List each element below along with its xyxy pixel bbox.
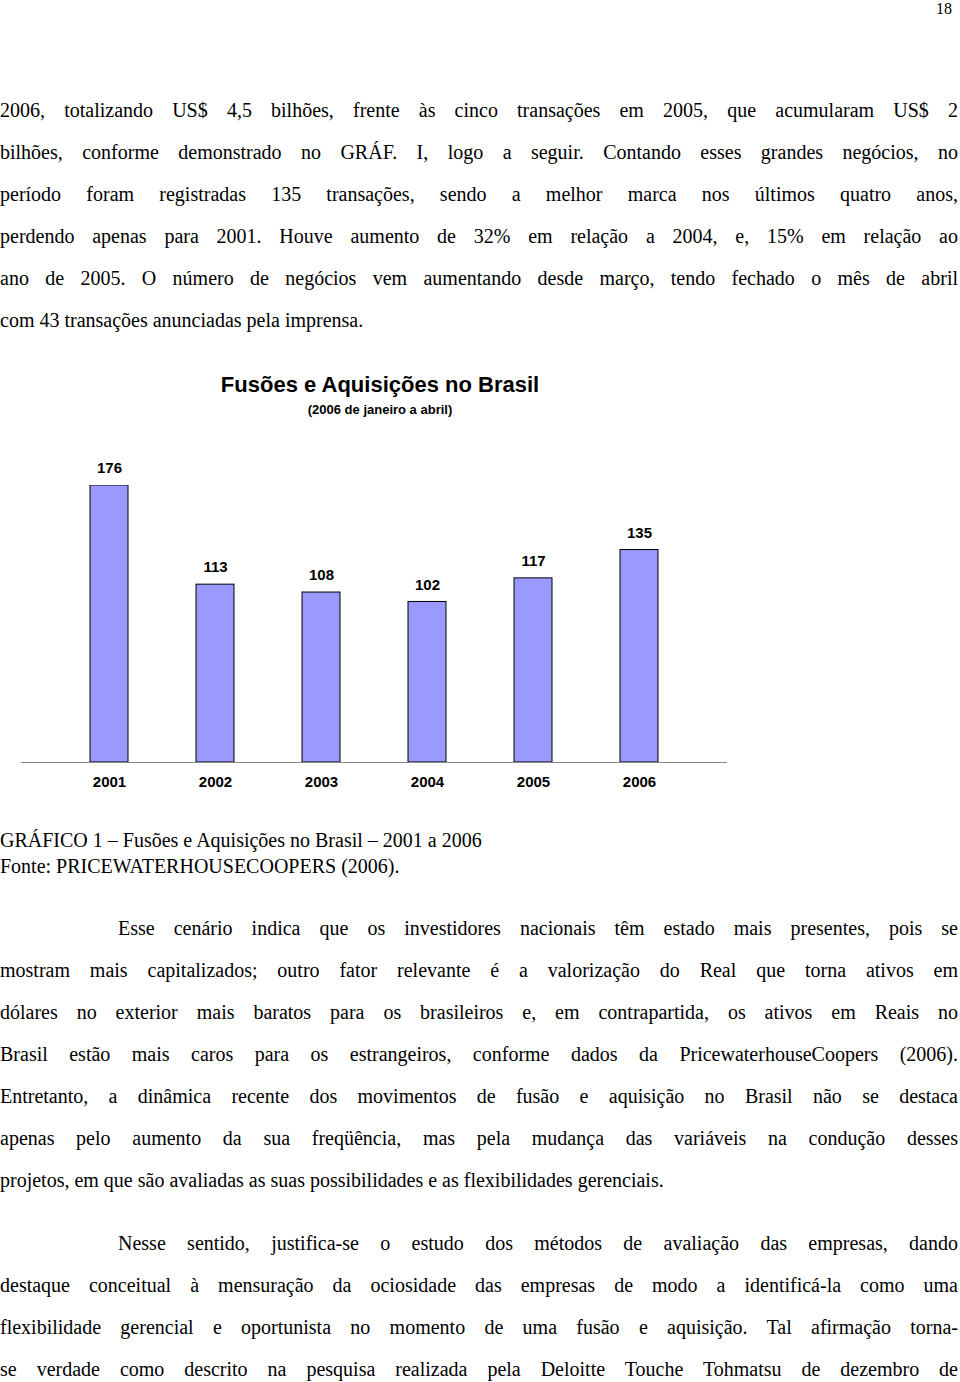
- svg-text:2003: 2003: [305, 773, 338, 790]
- html-text:Esse cenário indica que os inv: Esse cenário indica que os investidores …: [118, 917, 958, 939]
- html-text:2006, totalizando US$ 4,5 bilh: 2006, totalizando US$ 4,5 bilhões, frent…: [0, 99, 958, 121]
- html-text:ano de 2005. O número de negóc: ano de 2005. O número de negócios vem au…: [0, 267, 958, 289]
- html-text:Fonte: PRICEWATERHOUSECOOPERS: Fonte: PRICEWATERHOUSECOOPERS (2006).: [0, 855, 400, 877]
- html-text:projetos, em que são avaliadas: projetos, em que são avaliadas as suas p…: [0, 1169, 664, 1191]
- svg-text:2006: 2006: [623, 773, 656, 790]
- html-text:com 43 transações anunciadas p: com 43 transações anunciadas pela impren…: [0, 309, 364, 331]
- svg-text:108: 108: [309, 566, 334, 583]
- html-text:se verdade como descrito na pe: se verdade como descrito na pesquisa rea…: [0, 1358, 958, 1380]
- html-text:Brasil estão mais caros para o: Brasil estão mais caros para os estrange…: [0, 1043, 958, 1065]
- svg-text:2002: 2002: [199, 773, 232, 790]
- svg-text:2001: 2001: [93, 773, 126, 790]
- html-text:mostram mais capitalizados; ou: mostram mais capitalizados; outro fator …: [0, 959, 958, 981]
- html-text:Fusões e Aquisições no Brasil: Fusões e Aquisições no Brasil: [220, 372, 540, 397]
- svg-text:113: 113: [203, 558, 227, 575]
- html-text:dólares no exterior mais barat: dólares no exterior mais baratos para os…: [0, 1001, 958, 1023]
- html-text:período foram registradas 135: período foram registradas 135 transações…: [0, 183, 958, 205]
- html-text:Entretanto, a dinâmica recente: Entretanto, a dinâmica recente dos movim…: [0, 1085, 958, 1107]
- html-text:perdendo apenas para 2001. Hou: perdendo apenas para 2001. Houve aumento…: [0, 225, 958, 247]
- html-text:apenas pelo aumento da sua fre: apenas pelo aumento da sua freqüência, m…: [0, 1127, 958, 1149]
- html-text:flexibilidade gerencial e opor: flexibilidade gerencial e oportunista no…: [0, 1316, 958, 1338]
- html-text:Nesse sentido, justifica-se o: Nesse sentido, justifica-se o estudo dos…: [118, 1232, 958, 1254]
- html-text:(2006 de janeiro a abril): (2006 de janeiro a abril): [307, 402, 453, 417]
- svg-text:102: 102: [415, 576, 440, 593]
- html-text:18: 18: [936, 0, 952, 17]
- svg-text:117: 117: [521, 552, 545, 569]
- html-text:bilhões, conforme demonstrado: bilhões, conforme demonstrado no GRÁF. I…: [0, 141, 958, 163]
- html-text:GRÁFICO 1 – Fusões e Aquisiçõe: GRÁFICO 1 – Fusões e Aquisições no Brasi…: [0, 829, 482, 851]
- svg-text:2005: 2005: [517, 773, 550, 790]
- svg-text:2004: 2004: [411, 773, 445, 790]
- svg-text:135: 135: [627, 524, 652, 541]
- html-text:destaque conceitual à mensuraç: destaque conceitual à mensuração da ocio…: [0, 1274, 958, 1296]
- svg-text:176: 176: [97, 459, 122, 476]
